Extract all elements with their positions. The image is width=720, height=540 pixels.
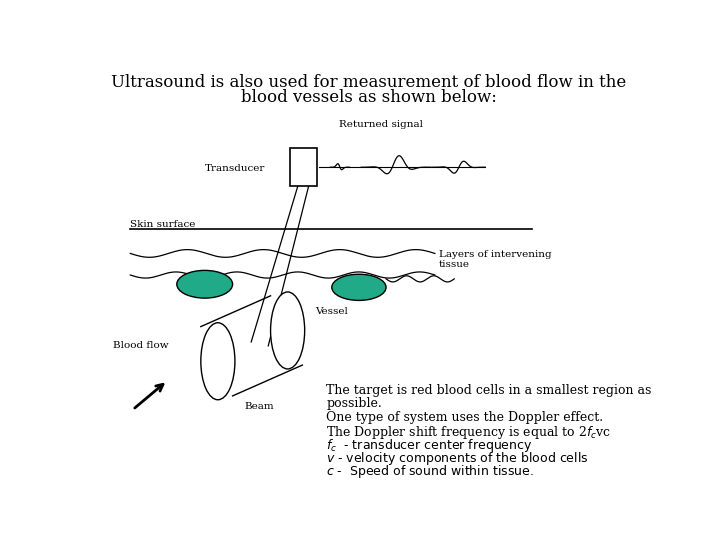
Ellipse shape [177, 271, 233, 298]
Text: Returned signal: Returned signal [338, 120, 423, 129]
Text: The target is red blood cells in a smallest region as: The target is red blood cells in a small… [326, 384, 652, 397]
Text: Beam: Beam [244, 402, 274, 411]
Ellipse shape [332, 274, 386, 300]
Ellipse shape [271, 292, 305, 369]
Ellipse shape [201, 323, 235, 400]
Text: Blood flow: Blood flow [113, 341, 169, 350]
Text: $c$ -  Speed of sound within tissue.: $c$ - Speed of sound within tissue. [326, 463, 534, 480]
Text: Ultrasound is also used for measurement of blood flow in the: Ultrasound is also used for measurement … [112, 74, 626, 91]
Text: $v$ - velocity components of the blood cells: $v$ - velocity components of the blood c… [326, 450, 589, 467]
Text: possible.: possible. [326, 397, 382, 410]
Text: The Doppler shift frequency is equal to 2$f_c$vc: The Doppler shift frequency is equal to … [326, 423, 611, 441]
Bar [290, 148, 317, 186]
Text: blood vessels as shown below:: blood vessels as shown below: [241, 90, 497, 106]
Text: Vessel: Vessel [315, 307, 348, 316]
Text: $f_c$  - transducer center frequency: $f_c$ - transducer center frequency [326, 437, 533, 454]
Text: One type of system uses the Doppler effect.: One type of system uses the Doppler effe… [326, 410, 603, 423]
Text: Skin surface: Skin surface [130, 220, 196, 229]
Text: Layers of intervening
tissue: Layers of intervening tissue [438, 249, 552, 269]
Text: Transducer: Transducer [204, 164, 265, 173]
